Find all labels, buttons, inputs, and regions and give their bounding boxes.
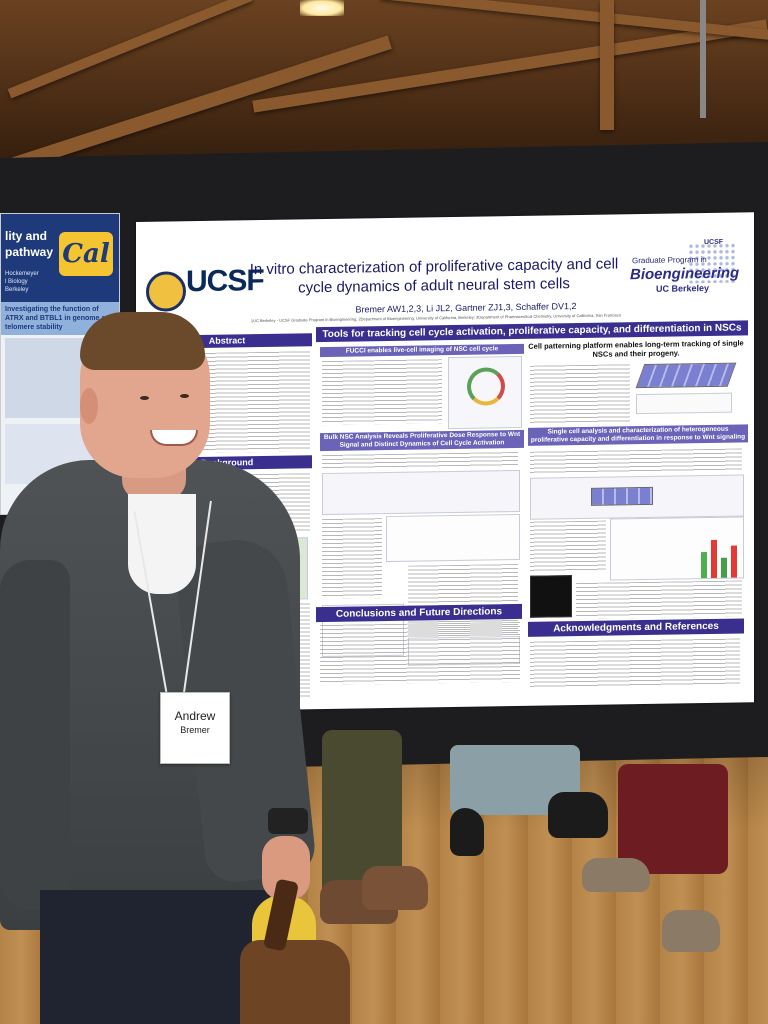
fucci-cell-cycle-figure xyxy=(448,355,522,430)
bulk-results-text xyxy=(322,518,382,600)
acknowledgments-text xyxy=(530,638,740,688)
name-badge: Andrew Bremer xyxy=(160,692,230,764)
dose-response-chart xyxy=(386,513,520,563)
patterning-heading: Cell patterning platform enables long-te… xyxy=(528,338,744,359)
conclusions-text xyxy=(320,621,520,686)
left-poster-name: l Biology xyxy=(5,279,28,285)
left-poster-names: Hockemeyer l Biology Berkeley xyxy=(5,270,39,294)
presenter-jeans xyxy=(40,890,270,1024)
left-poster-name: Berkeley xyxy=(5,287,29,293)
poster-affiliations: 1UC Berkeley - UCSF Graduate Program in … xyxy=(250,312,622,324)
microwell-chip-icon xyxy=(591,486,653,506)
single-cell-workflow-figure xyxy=(530,474,744,520)
program-label: Graduate Program in xyxy=(632,255,707,266)
poster-header: UCSF In vitro characterization of prolif… xyxy=(136,212,754,327)
single-cell-results-text xyxy=(576,580,742,620)
bulk-analysis-heading: Bulk NSC Analysis Reveals Proliferative … xyxy=(320,429,524,452)
proliferative-capacity-chart xyxy=(610,516,744,581)
single-cell-heading: Single cell analysis and characterizatio… xyxy=(528,424,748,446)
left-poster-title: lity and pathway xyxy=(5,228,53,260)
program-name: Bioengineering xyxy=(630,264,740,284)
single-cell-results-text xyxy=(530,520,606,572)
background-person-boot xyxy=(362,866,428,910)
wristwatch-icon xyxy=(268,808,308,834)
background-person-flat xyxy=(662,910,720,952)
program-ucsf-mark: UCSF xyxy=(704,238,724,247)
background-person-shoe xyxy=(450,808,484,856)
ceiling-beam xyxy=(600,0,614,130)
fluorescence-micrograph xyxy=(530,575,572,618)
bulk-intro-text xyxy=(322,451,518,470)
left-poster-title-line: pathway xyxy=(5,245,54,259)
cell-cycle-icon xyxy=(467,367,505,406)
background-person-legs xyxy=(618,764,728,874)
fucci-text xyxy=(322,359,442,426)
fucci-heading: FUCCI enables live-cell imaging of NSC c… xyxy=(320,343,524,358)
experimental-workflow-figure xyxy=(322,469,520,516)
uc-seal-icon xyxy=(146,271,186,312)
program-school: UC Berkeley xyxy=(656,282,710,294)
ceiling-beam xyxy=(7,0,253,99)
poster-title: In vitro characterization of proliferati… xyxy=(249,255,619,297)
chart-bar xyxy=(701,552,707,579)
microwell-detail-figure xyxy=(636,392,732,415)
patterning-text xyxy=(530,364,630,424)
presenter-hair xyxy=(80,312,205,370)
chart-bar xyxy=(731,545,737,578)
acknowledgments-heading: Acknowledgments and References xyxy=(528,618,744,637)
cal-logo: Cal xyxy=(59,232,113,276)
presenter-eye xyxy=(180,394,189,398)
ceiling-light xyxy=(300,0,344,16)
chart-bar xyxy=(711,539,717,578)
presenter-eye xyxy=(140,396,149,400)
left-poster-title-line: lity and xyxy=(5,229,48,243)
presenter-arm xyxy=(0,560,70,910)
background-person-flat xyxy=(582,858,650,892)
left-poster-name: Hockemeyer xyxy=(5,271,39,277)
single-cell-intro-text xyxy=(530,448,742,474)
background-person-shoe xyxy=(548,792,608,838)
presenter-ear xyxy=(80,388,98,424)
badge-last-name: Bremer xyxy=(180,725,210,735)
chart-bar xyxy=(721,557,727,578)
board-pole xyxy=(700,0,706,118)
presenter-tshirt xyxy=(128,494,196,594)
left-poster-header: lity and pathway Hockemeyer l Biology Be… xyxy=(1,214,119,302)
brown-bag xyxy=(240,940,350,1024)
badge-first-name: Andrew xyxy=(174,709,216,723)
microwell-array-figure xyxy=(635,362,737,389)
